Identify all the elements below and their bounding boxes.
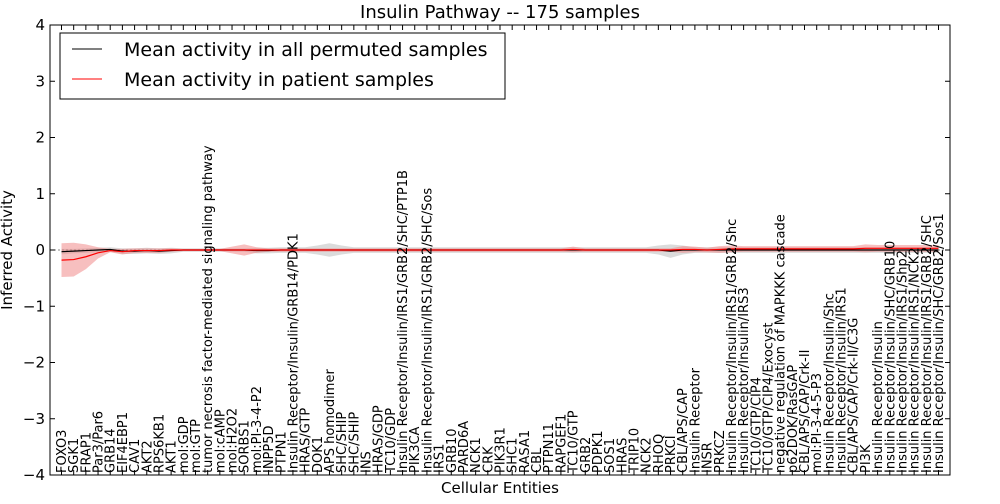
x-tick-label: HRAS bbox=[615, 438, 630, 473]
x-tick-label: mol:PI-3-4-P2 bbox=[250, 386, 265, 473]
x-tick-label: TC10/GTP/CIP4 bbox=[749, 377, 764, 474]
x-tick-label: RHOQ bbox=[652, 434, 667, 473]
x-tick-label: RAPGEF1 bbox=[554, 414, 569, 473]
x-tick-label: SHC1 bbox=[506, 438, 521, 473]
legend-label-patient: Mean activity in patient samples bbox=[124, 69, 434, 91]
x-tick-label: p62DOK/RasGAP bbox=[786, 365, 801, 473]
x-tick-label: Insulin Receptor/Insulin/SHC/GRB10 bbox=[883, 241, 898, 473]
x-tick-label: mol:cAMP bbox=[213, 409, 228, 473]
legend-box bbox=[59, 32, 506, 100]
x-tick-label: SOS1 bbox=[603, 438, 618, 473]
legend: Mean activity in all permuted samples Me… bbox=[59, 32, 506, 100]
x-tick-label: CBL/APS/CAP/Crk-II bbox=[798, 350, 813, 473]
x-tick-label: EIF4EBP1 bbox=[116, 412, 131, 473]
x-tick-label: mol:H2O2 bbox=[226, 408, 241, 473]
axes: −4 −3 −2 −1 0 1 2 3 4 bbox=[23, 16, 950, 484]
x-tick-label: Insulin Receptor/Insulin/IRS1/GRB2/Shc bbox=[725, 219, 740, 473]
x-tick-label: GRB10 bbox=[445, 428, 460, 473]
x-tick-label: CAV1 bbox=[128, 439, 143, 473]
x-tick-label: CBL/APS/CAP bbox=[676, 388, 691, 473]
x-tick-label: APS homodimer bbox=[323, 369, 338, 473]
x-tick-label: HRAS/GDP bbox=[372, 405, 387, 473]
x-tick-label: IRS1 bbox=[433, 444, 448, 473]
y-tick-label: 0 bbox=[35, 241, 45, 259]
x-tick-label: RASA1 bbox=[518, 430, 533, 473]
x-tick-label: TC10/GDP bbox=[384, 408, 399, 474]
y-tick-label: −1 bbox=[23, 297, 45, 315]
x-tick-label: NCK2 bbox=[640, 437, 655, 473]
x-tick-label: INSR bbox=[701, 442, 716, 473]
x-tick-label: AKT2 bbox=[140, 440, 155, 473]
x-tick-label: Insulin Receptor/Insulin/IRS1/GRB2/SHC/P… bbox=[396, 170, 411, 473]
x-tick-label: Insulin Receptor/Insulin/IRS1/GRB2/SHC bbox=[920, 215, 935, 473]
x-tick-label: mol:PI-3-4-5-P3 bbox=[810, 373, 825, 473]
x-tick-label: NCK1 bbox=[469, 437, 484, 473]
x-tick-label: GRB2 bbox=[579, 437, 594, 473]
y-tick-label: −2 bbox=[23, 354, 45, 372]
x-tick-label: Insulin Receptor/Insulin/IRS1 bbox=[835, 287, 850, 473]
x-tick-label: mol:GTP bbox=[189, 419, 204, 473]
x-tick-label: PARD6A bbox=[457, 421, 472, 473]
y-tick-label: 4 bbox=[35, 16, 45, 34]
x-tick-label: Par3/Par6 bbox=[92, 411, 107, 473]
x-tick-label: PRKCI bbox=[664, 435, 679, 473]
x-tick-label: Insulin Receptor bbox=[688, 367, 703, 473]
y-tick-label: −3 bbox=[23, 410, 45, 428]
y-tick-label: 2 bbox=[35, 129, 45, 147]
x-axis-title: Cellular Entities bbox=[441, 479, 559, 497]
y-tick-label: 1 bbox=[35, 185, 45, 203]
x-tick-label: GRB14 bbox=[104, 428, 119, 473]
x-tick-label: negative regulation of MAPKKK cascade bbox=[774, 214, 789, 473]
x-tick-label: Insulin Receptor/Insulin/GRB14/PDK1 bbox=[286, 233, 301, 473]
y-tick-label: 3 bbox=[35, 72, 45, 90]
x-tick-label: CRK bbox=[481, 446, 496, 473]
x-tick-label: PIK3CA bbox=[408, 426, 423, 473]
x-tick-label: CBL bbox=[530, 447, 545, 473]
entity-labels: FOXO3SGK1FRAP1Par3/Par6GRB14EIF4EBP1CAV1… bbox=[55, 145, 947, 474]
x-tick-label: AKT1 bbox=[165, 440, 180, 473]
series-line-1 bbox=[61, 247, 939, 261]
x-tick-label: mol:GDP bbox=[177, 416, 192, 473]
x-tick-label: SGK1 bbox=[67, 438, 82, 473]
x-tick-label: Insulin Receptor/Insulin/IRS3 bbox=[737, 287, 752, 473]
x-tick-label: SHC/SHIP bbox=[347, 412, 362, 473]
x-tick-label: PI3K bbox=[859, 444, 874, 473]
x-tick-label: CBL/APS/CAP/Crk-II/C3G bbox=[847, 318, 862, 473]
x-tick-label: DOK1 bbox=[311, 436, 326, 473]
x-tick-label: FRAP1 bbox=[79, 432, 94, 473]
x-tick-label: SHC/SHIP bbox=[335, 412, 350, 473]
chart-title: Insulin Pathway -- 175 samples bbox=[360, 2, 640, 23]
x-tick-label: PIK3R1 bbox=[494, 427, 509, 473]
plot-area bbox=[50, 242, 950, 277]
x-tick-label: RPS6KB1 bbox=[152, 414, 167, 473]
x-tick-label: Insulin Receptor/Insulin/IRS1/Shp2 bbox=[895, 250, 910, 473]
x-tick-label: Insulin Receptor/Insulin/Shc bbox=[822, 293, 837, 473]
x-tick-label: Insulin Receptor/Insulin bbox=[871, 321, 886, 473]
x-tick-label: PDPK1 bbox=[591, 431, 606, 474]
series-band-1 bbox=[61, 242, 939, 277]
legend-label-permuted: Mean activity in all permuted samples bbox=[124, 39, 487, 61]
x-tick-label: Insulin Receptor/Insulin/IRS1/GRB2/SHC/S… bbox=[420, 188, 435, 473]
y-tick-label: −4 bbox=[23, 466, 45, 484]
x-tick-label: HRAS/GTP bbox=[299, 408, 314, 473]
x-tick-label: TC10/GTP bbox=[567, 410, 582, 474]
x-tick-label: INS bbox=[360, 451, 375, 473]
x-tick-label: TC10/GTP/CIP4/Exocyst bbox=[761, 322, 776, 474]
x-tick-label: PTPN1 bbox=[274, 431, 289, 473]
x-tick-label: FOXO3 bbox=[55, 430, 70, 473]
x-tick-label: Insulin Receptor/Insulin/IRS1/NCK2 bbox=[908, 247, 923, 473]
x-tick-label: PRKCZ bbox=[713, 430, 728, 473]
x-tick-label: TRIP10 bbox=[627, 428, 642, 474]
x-tick-label: Insulin Receptor/Insulin/SHC/GRB2/Sos1 bbox=[932, 213, 947, 473]
x-tick-label: tumor necrosis factor-mediated signaling… bbox=[201, 145, 216, 473]
x-tick-label: SORBS1 bbox=[238, 420, 253, 473]
x-tick-label: INPP5D bbox=[262, 425, 277, 473]
x-tick-label: PTPN11 bbox=[542, 423, 557, 473]
y-axis-title: Inferred Activity bbox=[0, 190, 16, 310]
